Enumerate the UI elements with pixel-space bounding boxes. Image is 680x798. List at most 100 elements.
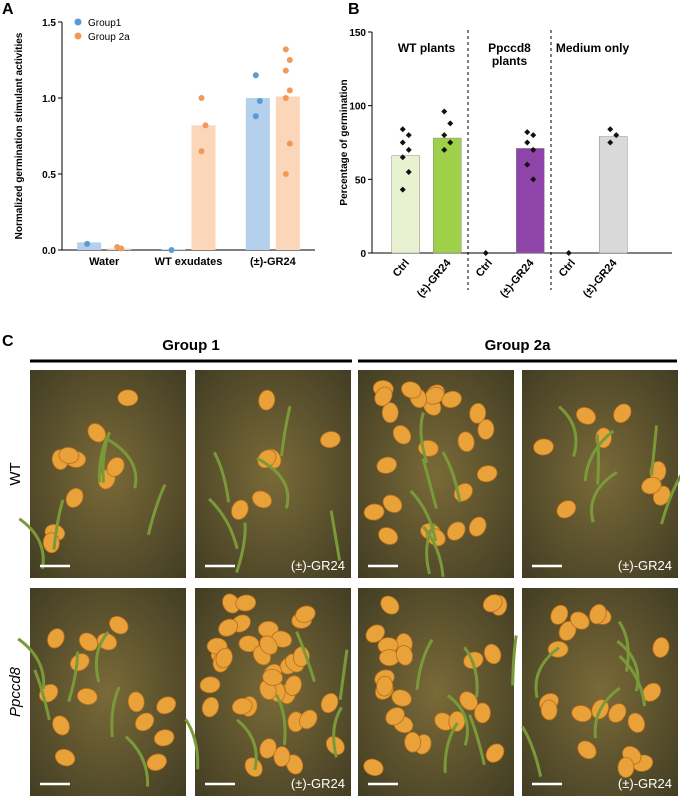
x-tick-label: (±)-GR24	[498, 257, 537, 300]
moss	[235, 522, 247, 574]
data-point	[524, 129, 531, 136]
x-tick-label: (±)-GR24	[415, 257, 454, 300]
moss	[18, 517, 45, 570]
data-point	[524, 161, 531, 168]
seed	[65, 487, 84, 508]
row-label: Ppccd8	[7, 666, 24, 717]
seed	[570, 611, 590, 630]
moss	[593, 686, 621, 739]
seed	[608, 703, 627, 723]
data-point	[607, 139, 614, 146]
seed	[257, 449, 277, 469]
seed	[446, 521, 466, 541]
moss	[595, 434, 600, 485]
label: WT plants	[397, 42, 456, 55]
data-point	[198, 95, 205, 101]
y-tick-label: 100	[349, 102, 366, 113]
seed	[363, 503, 385, 521]
data-point	[118, 245, 125, 252]
seed	[295, 605, 316, 623]
label-box: Medium only	[555, 42, 630, 55]
seed	[262, 668, 283, 686]
label: Medium only	[555, 42, 630, 55]
data-point	[530, 146, 537, 153]
moss	[468, 714, 486, 766]
seed	[550, 604, 569, 625]
seed	[363, 758, 384, 777]
seed	[238, 635, 260, 653]
seed	[299, 709, 318, 730]
seed	[235, 594, 257, 612]
data-point	[530, 132, 537, 139]
moss	[33, 669, 51, 721]
seed	[469, 402, 487, 424]
moss	[422, 525, 445, 577]
label: WT exudates	[154, 256, 223, 268]
y-tick-label: 0.5	[42, 170, 56, 181]
data-point	[530, 176, 537, 183]
data-point	[441, 146, 448, 153]
seed	[58, 446, 80, 464]
moss	[583, 429, 615, 482]
seed	[483, 643, 502, 665]
moss	[650, 425, 658, 476]
moss	[236, 718, 258, 771]
moss	[52, 499, 65, 550]
moss	[521, 725, 543, 777]
seed	[485, 743, 505, 763]
seed	[468, 516, 487, 537]
data-point	[286, 140, 293, 147]
data-point	[282, 46, 289, 53]
seed	[201, 696, 220, 718]
seed	[320, 693, 339, 714]
seed	[259, 738, 277, 759]
moss	[208, 497, 239, 550]
data-point	[441, 108, 448, 115]
data-point	[613, 132, 620, 139]
seed	[482, 594, 503, 613]
seed	[47, 628, 65, 649]
moss	[124, 735, 150, 787]
data-point	[168, 247, 175, 253]
moss	[146, 484, 167, 536]
seed	[199, 676, 221, 694]
moss	[419, 412, 429, 464]
treatment-label: (±)-GR24	[618, 776, 672, 791]
seed	[109, 615, 129, 635]
y-tick-label: 1.5	[42, 18, 56, 29]
seed	[52, 715, 70, 736]
seed	[641, 477, 662, 495]
moss	[617, 620, 630, 672]
moss	[534, 646, 560, 698]
seed	[231, 499, 249, 520]
seed	[556, 500, 577, 519]
data-point	[399, 186, 406, 193]
seed	[376, 456, 398, 474]
moss	[213, 451, 231, 503]
label-box: WT plants	[397, 42, 456, 55]
seed	[571, 705, 592, 723]
seed	[374, 386, 393, 407]
treatment-label: (±)-GR24	[291, 776, 345, 791]
seed	[459, 691, 478, 711]
y-tick-label: 50	[355, 175, 367, 186]
seed	[231, 697, 253, 715]
seed	[273, 746, 291, 767]
bar	[599, 136, 628, 254]
label-box: Water	[89, 256, 120, 268]
moss	[104, 436, 138, 489]
moss	[67, 651, 80, 703]
panel-letter: C	[2, 333, 14, 350]
data-point	[286, 57, 293, 63]
treatment-label: (±)-GR24	[618, 558, 672, 573]
label: Water	[89, 256, 120, 268]
seed	[391, 689, 412, 707]
seed	[652, 637, 670, 658]
seed	[589, 604, 607, 625]
seed	[127, 691, 145, 713]
y-tick-label: 0.0	[42, 246, 56, 257]
data-point	[202, 122, 209, 129]
moss	[184, 718, 200, 770]
y-axis-title: Normalized germination stimulant activit…	[14, 32, 25, 239]
moss	[441, 451, 462, 503]
